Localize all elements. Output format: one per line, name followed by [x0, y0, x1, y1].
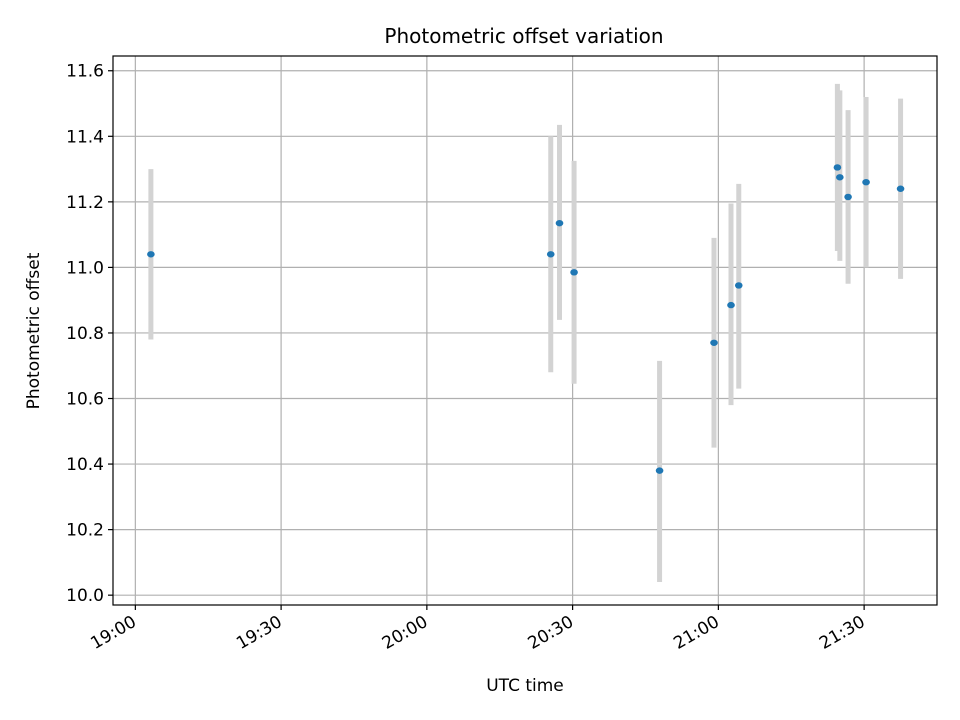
y-tick-label: 10.8: [66, 324, 104, 344]
plot-frame: [112, 55, 938, 606]
data-point: [147, 251, 155, 258]
y-gridlines: [113, 70, 937, 596]
data-point: [844, 193, 852, 201]
data-point: [710, 339, 718, 346]
data-point: [546, 251, 555, 258]
y-tick-label: 11.4: [66, 127, 104, 147]
data-point: [655, 467, 664, 474]
data-point: [833, 164, 842, 171]
y-axis-label: Photometric offset: [24, 252, 44, 409]
data-point: [734, 282, 743, 289]
data-point: [862, 178, 870, 186]
data-point: [570, 269, 578, 276]
y-tick-label: 10.4: [66, 455, 104, 475]
y-tick-label: 10.2: [66, 521, 104, 541]
x-axis-label: UTC time: [486, 676, 564, 696]
y-tick-label: 11.0: [66, 258, 104, 278]
y-tick-label: 10.6: [66, 390, 104, 410]
y-tick-label: 10.0: [66, 586, 104, 606]
data-point: [896, 185, 905, 192]
y-tick-label: 11.2: [66, 193, 104, 213]
y-axis-ticks: 10.0 10.2 10.4 10.6 10.8 11.0 11.2 11.4 11.6: [66, 62, 113, 606]
data-markers: [147, 164, 905, 474]
y-tick-label: 11.6: [66, 62, 104, 82]
data-point: [555, 219, 564, 227]
data-point: [836, 174, 844, 181]
data-point: [727, 301, 735, 309]
chart-title: Photometric offset variation: [384, 24, 663, 48]
